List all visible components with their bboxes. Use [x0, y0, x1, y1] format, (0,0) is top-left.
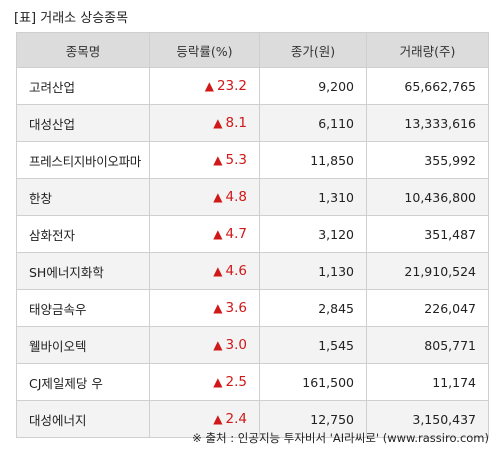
rising-stocks-table: 종목명 등락률(%) 종가(원) 거래량(주) 고려산업 ▲ 23.2 9,200…: [16, 32, 489, 438]
close-price: 1,545: [259, 326, 367, 364]
change-rate-value: 23.2: [216, 78, 247, 94]
stock-name: CJ제일제당 우: [16, 363, 150, 401]
close-price: 6,110: [259, 104, 367, 142]
table-title: [표] 거래소 상승종목: [14, 11, 129, 26]
trade-volume: 226,047: [366, 289, 489, 327]
change-rate: ▲ 3.0: [149, 326, 260, 364]
trade-volume: 351,487: [366, 215, 489, 253]
trade-volume: 10,436,800: [366, 178, 489, 216]
up-triangle-icon: ▲: [213, 227, 223, 241]
close-price: 12,750: [259, 400, 367, 438]
close-price: 3,120: [259, 215, 367, 253]
change-rate-value: 4.6: [225, 263, 247, 279]
change-rate-value: 5.3: [225, 152, 247, 168]
table-header-row: 종목명 등락률(%) 종가(원) 거래량(주): [16, 32, 489, 68]
column-header-price: 종가(원): [259, 32, 367, 68]
table-row: 프레스티지바이오파마 ▲ 5.3 11,850 355,992: [16, 141, 489, 179]
stock-name: 프레스티지바이오파마: [16, 141, 150, 179]
change-rate: ▲ 5.3: [149, 141, 260, 179]
change-rate: ▲ 2.5: [149, 363, 260, 401]
change-rate-value: 2.4: [225, 411, 247, 427]
table-row: 고려산업 ▲ 23.2 9,200 65,662,765: [16, 67, 489, 105]
change-rate-value: 2.5: [225, 374, 247, 390]
change-rate: ▲ 4.6: [149, 252, 260, 290]
change-rate-value: 3.0: [225, 337, 247, 353]
table-row: 태양금속우 ▲ 3.6 2,845 226,047: [16, 289, 489, 327]
up-triangle-icon: ▲: [213, 412, 223, 426]
stock-name: 대성에너지: [16, 400, 150, 438]
change-rate: ▲ 8.1: [149, 104, 260, 142]
table-row: 웰바이오텍 ▲ 3.0 1,545 805,771: [16, 326, 489, 364]
up-triangle-icon: ▲: [213, 264, 223, 278]
table-row: 대성산업 ▲ 8.1 6,110 13,333,616: [16, 104, 489, 142]
stock-name: 삼화전자: [16, 215, 150, 253]
stock-name: 한창: [16, 178, 150, 216]
up-triangle-icon: ▲: [213, 338, 223, 352]
table-row: 삼화전자 ▲ 4.7 3,120 351,487: [16, 215, 489, 253]
table-row: 대성에너지 ▲ 2.4 12,750 3,150,437: [16, 400, 489, 438]
change-rate: ▲ 4.7: [149, 215, 260, 253]
source-note: ※ 출처 : 인공지능 투자비서 'AI라씨로' (www.rassiro.co…: [192, 431, 489, 445]
up-triangle-icon: ▲: [213, 153, 223, 167]
stock-name: 웰바이오텍: [16, 326, 150, 364]
stock-name: 고려산업: [16, 67, 150, 105]
trade-volume: 355,992: [366, 141, 489, 179]
table-row: 한창 ▲ 4.8 1,310 10,436,800: [16, 178, 489, 216]
trade-volume: 805,771: [366, 326, 489, 364]
close-price: 1,310: [259, 178, 367, 216]
trade-volume: 3,150,437: [366, 400, 489, 438]
up-triangle-icon: ▲: [213, 190, 223, 204]
column-header-rate: 등락률(%): [149, 32, 260, 68]
close-price: 11,850: [259, 141, 367, 179]
column-header-name: 종목명: [16, 32, 150, 68]
trade-volume: 11,174: [366, 363, 489, 401]
stock-name: 대성산업: [16, 104, 150, 142]
close-price: 1,130: [259, 252, 367, 290]
close-price: 161,500: [259, 363, 367, 401]
close-price: 2,845: [259, 289, 367, 327]
trade-volume: 65,662,765: [366, 67, 489, 105]
change-rate-value: 4.7: [225, 226, 247, 242]
up-triangle-icon: ▲: [213, 375, 223, 389]
column-header-volume: 거래량(주): [366, 32, 489, 68]
stock-name: 태양금속우: [16, 289, 150, 327]
table-row: CJ제일제당 우 ▲ 2.5 161,500 11,174: [16, 363, 489, 401]
trade-volume: 13,333,616: [366, 104, 489, 142]
change-rate: ▲ 3.6: [149, 289, 260, 327]
change-rate-value: 4.8: [225, 189, 247, 205]
close-price: 9,200: [259, 67, 367, 105]
change-rate: ▲ 4.8: [149, 178, 260, 216]
up-triangle-icon: ▲: [213, 301, 223, 315]
change-rate-value: 3.6: [225, 300, 247, 316]
stock-name: SH에너지화학: [16, 252, 150, 290]
table-row: SH에너지화학 ▲ 4.6 1,130 21,910,524: [16, 252, 489, 290]
change-rate-value: 8.1: [225, 115, 247, 131]
change-rate: ▲ 23.2: [149, 67, 260, 105]
up-triangle-icon: ▲: [213, 116, 223, 130]
up-triangle-icon: ▲: [204, 79, 214, 93]
trade-volume: 21,910,524: [366, 252, 489, 290]
